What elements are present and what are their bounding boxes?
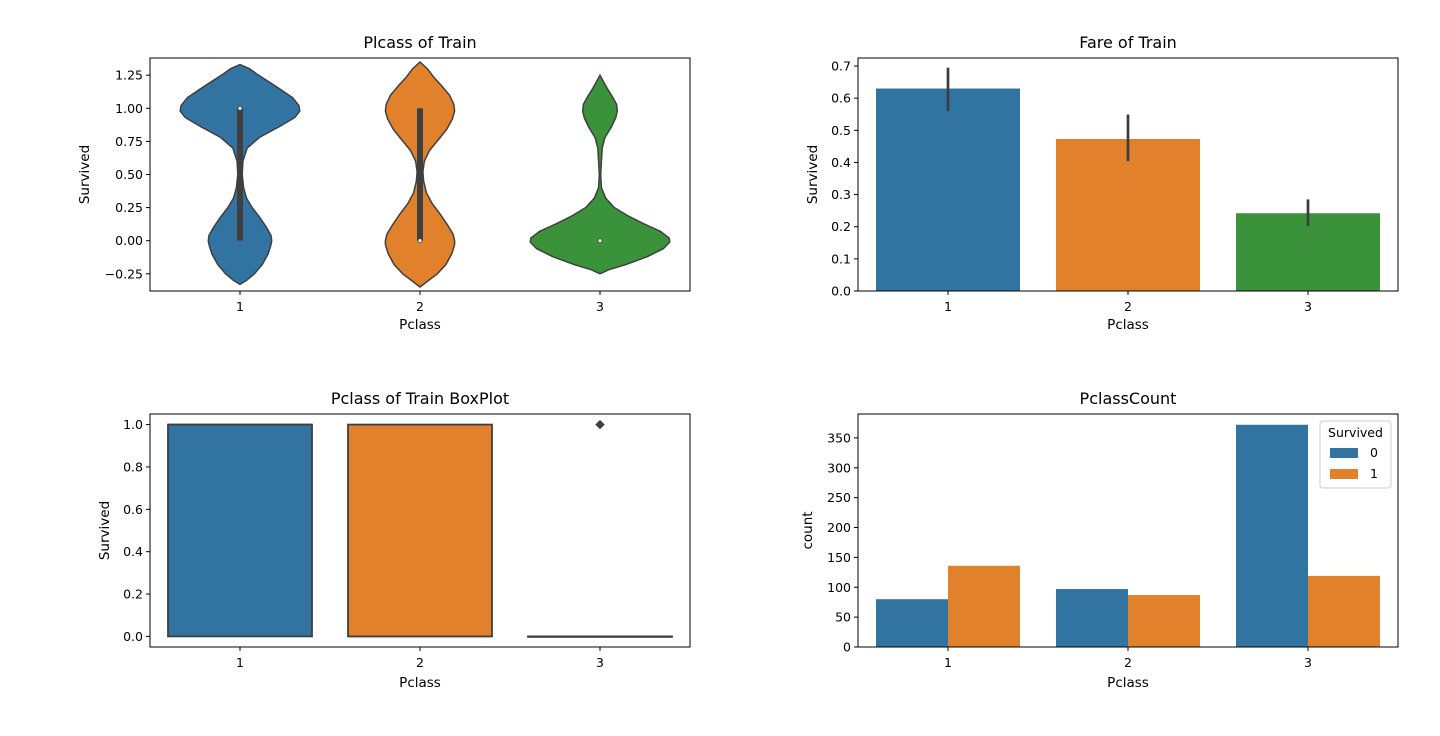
- x-axis-label: Pclass: [1107, 675, 1149, 691]
- x-tick-label: 3: [596, 299, 604, 314]
- y-tick-label: 0: [843, 640, 851, 655]
- violin-body: [529, 73, 671, 275]
- legend-label: 1: [1370, 466, 1378, 481]
- legend: Survived 0 1: [1319, 420, 1392, 489]
- x-tick-label: 2: [1124, 299, 1132, 314]
- y-tick-label: 0.1: [831, 251, 851, 266]
- x-ticks: 1 2 3: [236, 647, 604, 670]
- y-tick-label: 0.75: [115, 134, 143, 149]
- violin-iqr-box: [417, 108, 423, 241]
- boxes-group: [167, 419, 673, 638]
- chart-title: Pclass of Train BoxPlot: [331, 389, 509, 408]
- y-tick-label: 200: [827, 520, 851, 535]
- x-tick-label: 1: [236, 299, 244, 314]
- y-tick-label: 350: [827, 430, 851, 445]
- violin-subplot: Plcass of Train −0.25 0.00 0.25 0.50 0.75 1.0…: [77, 33, 691, 333]
- x-ticks: 1 2 3: [944, 291, 1312, 314]
- violins-group: [179, 60, 671, 288]
- x-tick-label: 1: [236, 655, 244, 670]
- bar: [876, 88, 1020, 291]
- plot-frame: [149, 413, 691, 648]
- legend-title: Survived: [1328, 425, 1383, 440]
- x-tick-label: 2: [416, 655, 424, 670]
- box-outlier: [595, 419, 605, 430]
- bar-series-1: [948, 565, 1020, 647]
- bar-series-1: [1128, 595, 1200, 647]
- y-tick-label: 300: [827, 460, 851, 475]
- legend-swatch: [1330, 448, 1358, 458]
- x-tick-label: 3: [596, 655, 604, 670]
- x-axis-label: Pclass: [1107, 317, 1149, 333]
- x-tick-label: 2: [1124, 655, 1132, 670]
- y-tick-label: 1.00: [115, 101, 143, 116]
- x-ticks: 1 2 3: [236, 291, 604, 314]
- plot-frame: [857, 413, 1399, 648]
- x-axis-label: Pclass: [399, 317, 441, 333]
- y-tick-label: 1.0: [123, 417, 143, 432]
- y-tick-label: 0.2: [831, 219, 851, 234]
- y-tick-label: 1.25: [115, 68, 143, 83]
- y-tick-label: 50: [835, 610, 851, 625]
- y-tick-label: 0.0: [831, 284, 851, 299]
- chart-title: PclassCount: [1080, 389, 1177, 408]
- box: [347, 423, 493, 638]
- bar: [1236, 213, 1380, 291]
- y-tick-label: 0.00: [115, 233, 143, 248]
- legend-label: 0: [1370, 445, 1378, 460]
- y-tick-label: 0.2: [123, 587, 143, 602]
- x-axis-label: Pclass: [399, 675, 441, 691]
- y-axis-label: Survived: [805, 145, 821, 204]
- chart-title: Plcass of Train: [363, 33, 476, 52]
- bars-group: [876, 67, 1380, 291]
- x-tick-label: 3: [1304, 655, 1312, 670]
- y-tick-label: 0.0: [123, 629, 143, 644]
- x-tick-label: 2: [416, 299, 424, 314]
- violin-iqr-box: [237, 108, 243, 241]
- plot-frame: [857, 57, 1399, 292]
- bar-series-0: [876, 599, 948, 647]
- y-tick-label: 0.4: [123, 544, 143, 559]
- plot-frame: [149, 57, 691, 292]
- y-tick-label: 0.6: [123, 502, 143, 517]
- x-tick-label: 3: [1304, 299, 1312, 314]
- y-tick-label: 0.4: [831, 155, 851, 170]
- fare-bar-subplot: Fare of Train 0.0 0.1 0.2 0.3 0.4 0.5 0.6 0.7 1…: [805, 33, 1399, 333]
- y-tick-label: −0.25: [105, 266, 143, 281]
- count-subplot: PclassCount 0 50 100 150 200 250 300 350 1 2 3 Pc…: [800, 389, 1399, 691]
- y-tick-label: 0.25: [115, 200, 143, 215]
- y-ticks: −0.25 0.00 0.25 0.50 0.75 1.00 1.25: [105, 68, 150, 281]
- bar: [1056, 138, 1200, 291]
- y-tick-label: 0.8: [123, 459, 143, 474]
- y-axis-label: Survived: [77, 145, 93, 204]
- y-axis-label: count: [800, 511, 816, 549]
- chart-title: Fare of Train: [1079, 33, 1177, 52]
- y-tick-label: 250: [827, 490, 851, 505]
- bar-series-0: [1056, 589, 1128, 647]
- x-tick-label: 1: [944, 655, 952, 670]
- y-tick-label: 150: [827, 550, 851, 565]
- y-tick-label: 0.6: [831, 91, 851, 106]
- y-tick-label: 100: [827, 580, 851, 595]
- y-tick-label: 0.5: [831, 123, 851, 138]
- violin-median-point: [237, 105, 243, 111]
- y-ticks: 0.0 0.1 0.2 0.3 0.4 0.5 0.6 0.7: [831, 59, 858, 299]
- y-tick-label: 0.3: [831, 187, 851, 202]
- bars-group: [876, 424, 1380, 647]
- bar-series-0: [1236, 424, 1308, 647]
- y-tick-label: 0.7: [831, 59, 851, 74]
- bar-series-1: [1308, 575, 1380, 647]
- y-ticks: 0 50 100 150 200 250 300 350: [827, 430, 858, 655]
- y-ticks: 0.0 0.2 0.4 0.6 0.8 1.0: [123, 417, 150, 644]
- x-tick-label: 1: [944, 299, 952, 314]
- legend-swatch: [1330, 469, 1358, 479]
- boxplot-subplot: Pclass of Train BoxPlot 0.0 0.2 0.4 0.6 0.8 1…: [97, 389, 691, 691]
- y-axis-label: Survived: [97, 501, 113, 560]
- box: [167, 423, 313, 638]
- violin-median-point: [597, 238, 603, 244]
- x-ticks: 1 2 3: [944, 647, 1312, 670]
- violin-median-point: [417, 238, 423, 244]
- y-tick-label: 0.50: [115, 167, 143, 182]
